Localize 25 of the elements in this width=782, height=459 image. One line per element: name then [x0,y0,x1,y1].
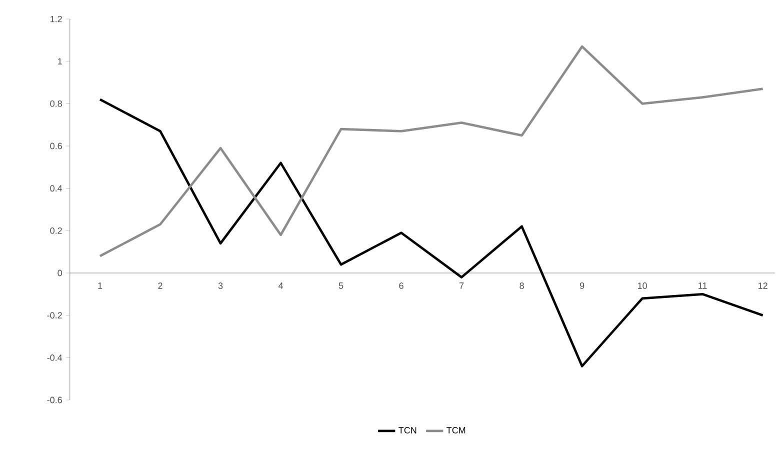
line-series [98,45,764,258]
x-tick-label: 10 [638,282,647,289]
x-tick-label: 6 [399,282,404,289]
y-tick-label: 0.6 [50,142,62,150]
y-tick-label: 1.2 [50,16,62,22]
y-tick-label: 1 [58,58,62,64]
x-tick-label: 9 [580,282,584,289]
y-tick-label: -0.4 [47,354,62,361]
legend-label: TCM [446,427,466,434]
x-tick-label: 11 [698,282,707,289]
y-tick-label: 0.2 [50,227,62,234]
x-tick-label: 8 [520,282,524,289]
y-tick-label: 0 [58,270,62,276]
y-tick-label: -0.2 [47,312,62,319]
y-tick-label: 0.8 [50,100,62,107]
x-tick-label: 3 [218,282,223,289]
y-tick-label: -0.6 [47,396,62,404]
x-tick-label: 12 [758,282,768,289]
y-tick-label: 0.4 [50,185,62,192]
x-tick-label: 2 [158,282,162,289]
legend-label: TCN [398,427,416,434]
x-tick-label: 7 [459,282,464,289]
x-tick-label: 4 [278,282,284,289]
x-tick-label: 5 [338,282,344,289]
x-tick-label: 1 [98,282,102,289]
